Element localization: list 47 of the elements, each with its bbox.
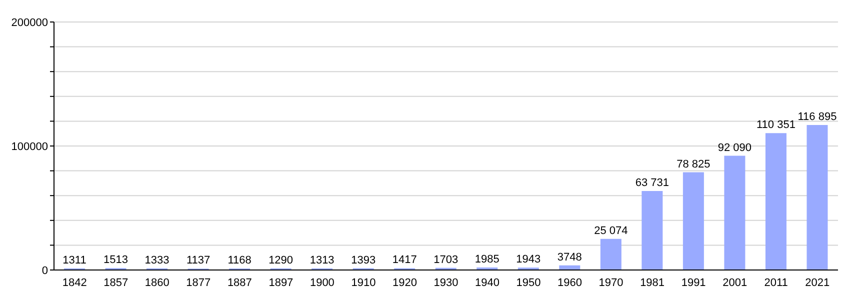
data-label: 1313 [310, 254, 334, 266]
x-tick-label: 1981 [640, 276, 665, 289]
data-label: 1311 [62, 254, 86, 266]
data-label: 1417 [392, 254, 417, 266]
x-tick-label: 1910 [351, 276, 376, 289]
bar [600, 238, 622, 270]
data-label: 3748 [557, 251, 582, 264]
data-label: 78 825 [676, 158, 710, 170]
data-label: 1333 [144, 254, 170, 266]
x-tick-label: 1860 [144, 276, 170, 289]
x-tick-label: 1991 [681, 276, 706, 289]
x-tick-label: 1877 [186, 276, 211, 289]
x-tick-label: 1857 [104, 276, 128, 289]
x-tick-label: 1920 [392, 276, 417, 289]
data-label: 1393 [351, 254, 376, 266]
x-tick-label: 2011 [764, 276, 788, 289]
y-tick-label: 100000 [11, 140, 48, 153]
bar [642, 190, 663, 270]
data-label: 1290 [268, 254, 294, 266]
y-tick-label: 200000 [11, 16, 48, 29]
data-label: 25 074 [594, 224, 628, 237]
x-tick-label: 1900 [310, 276, 334, 289]
bar [765, 133, 786, 270]
x-tick-label: 1930 [434, 276, 458, 289]
data-label: 116 895 [798, 111, 837, 124]
x-tick-label: 1842 [62, 276, 87, 289]
data-label: 1703 [434, 254, 458, 266]
data-label: 110 351 [756, 119, 796, 132]
x-tick-label: 1950 [516, 276, 541, 289]
data-label: 1168 [228, 254, 252, 267]
bar [682, 172, 704, 270]
data-label: 1513 [104, 254, 128, 266]
x-tick-label: 1887 [227, 276, 252, 289]
x-tick-label: 1897 [268, 276, 294, 289]
x-tick-label: 1970 [598, 276, 624, 289]
data-label: 1943 [516, 254, 541, 266]
data-label: 1985 [474, 254, 500, 266]
bar [724, 156, 746, 270]
y-tick-label: 0 [42, 264, 48, 277]
data-label: 63 731 [635, 176, 670, 189]
x-tick-label: 1940 [475, 276, 500, 289]
data-label: 92 090 [718, 142, 752, 154]
x-tick-label: 1960 [558, 276, 582, 289]
bar [806, 125, 828, 270]
x-tick-label: 2021 [805, 276, 830, 289]
data-label: 1137 [186, 254, 210, 267]
x-tick-label: 2001 [722, 276, 748, 289]
